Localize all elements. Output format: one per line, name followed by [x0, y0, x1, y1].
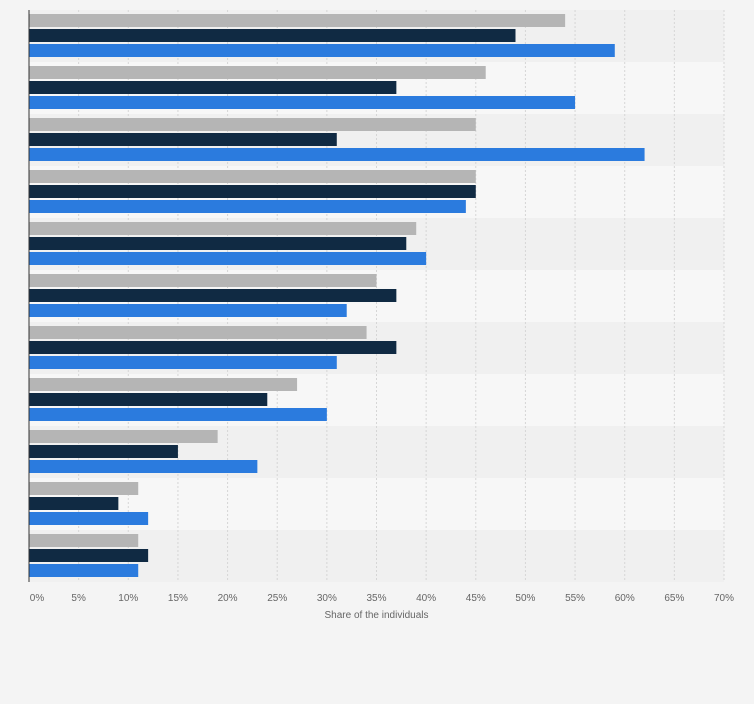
bar — [29, 304, 347, 317]
bar — [29, 170, 476, 183]
x-tick-label: 60% — [615, 593, 635, 604]
bar — [29, 148, 645, 161]
bar — [29, 393, 268, 406]
bar — [29, 341, 397, 354]
bar — [29, 564, 139, 577]
bar — [29, 66, 486, 79]
bar — [29, 274, 377, 287]
bar — [29, 185, 476, 198]
bar — [29, 482, 139, 495]
bar — [29, 445, 178, 458]
bar — [29, 534, 139, 547]
x-tick-label: 40% — [416, 593, 436, 604]
x-tick-label: 0% — [30, 593, 45, 604]
bar — [29, 81, 397, 94]
bar — [29, 356, 337, 369]
bar — [29, 222, 417, 235]
x-tick-label: 25% — [267, 593, 287, 604]
bar — [29, 96, 576, 109]
x-tick-label: 45% — [466, 593, 486, 604]
bar — [29, 44, 615, 57]
x-tick-label: 15% — [168, 593, 188, 604]
x-axis-label: Share of the individuals — [325, 610, 429, 621]
bar — [29, 430, 218, 443]
x-axis-ticks: 0% 5% 10% 15% 20% 25% 30% 35% 40% 45% 50% 55% 60% 65%… — [30, 593, 734, 604]
x-tick-label: 50% — [515, 593, 535, 604]
bar — [29, 378, 298, 391]
bar — [29, 497, 119, 510]
bar — [29, 512, 149, 525]
x-tick-label: 70% — [714, 593, 734, 604]
bar — [29, 326, 367, 339]
bar — [29, 289, 397, 302]
bar — [29, 237, 407, 250]
bar — [29, 133, 337, 146]
bar — [29, 460, 258, 473]
x-tick-label: 30% — [317, 593, 337, 604]
bar — [29, 549, 149, 562]
x-tick-label: 5% — [71, 593, 86, 604]
x-tick-label: 10% — [118, 593, 138, 604]
bar — [29, 118, 476, 131]
bar — [29, 14, 566, 27]
x-tick-label: 20% — [218, 593, 238, 604]
x-tick-label: 55% — [565, 593, 585, 604]
bar — [29, 29, 516, 42]
x-tick-label: 35% — [366, 593, 386, 604]
bar — [29, 200, 466, 213]
bar — [29, 408, 327, 421]
x-tick-label: 65% — [664, 593, 684, 604]
bars — [29, 14, 645, 577]
bar — [29, 252, 427, 265]
